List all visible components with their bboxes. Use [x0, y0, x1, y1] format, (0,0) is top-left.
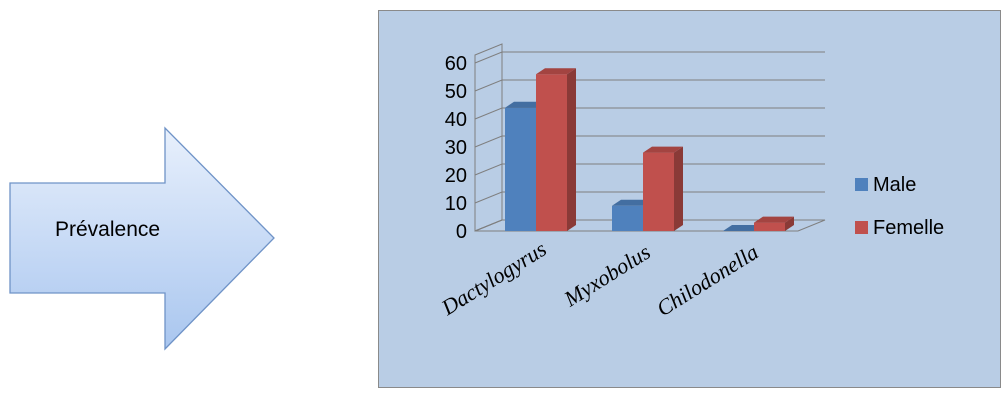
y-tick-label: 50: [445, 81, 467, 103]
bar-femelle-dactylogyrus: [536, 68, 576, 231]
gridlines: [474, 51, 825, 232]
y-tick-label: 30: [445, 137, 467, 159]
gridline: [474, 135, 825, 148]
bar-top: [754, 216, 794, 223]
gridline: [474, 219, 825, 232]
y-tick-label: 60: [445, 53, 467, 75]
bar-top: [505, 101, 545, 108]
legend-label-male: Male: [873, 174, 916, 196]
bar-front: [536, 74, 567, 231]
bar-top: [723, 225, 763, 231]
bar-side: [785, 216, 794, 231]
bar-male-myxobolus: [612, 199, 652, 231]
gridline: [474, 163, 825, 176]
y-axis-ticks: 0 10 20 30 40 50 60: [445, 53, 467, 243]
bar-front: [612, 205, 643, 231]
bar-top: [612, 199, 652, 206]
bar-femelle-myxobolus: [643, 146, 683, 231]
bar-top: [536, 68, 576, 75]
bar-side: [567, 68, 576, 231]
arrow-shape: [9, 126, 275, 351]
gridline: [474, 79, 825, 92]
bar-front: [643, 152, 674, 231]
prevalence-arrow: Prévalence: [0, 0, 300, 392]
bar-femelle-chilodonella: [754, 216, 794, 231]
gridline: [474, 51, 825, 64]
y-tick-label: 0: [456, 221, 467, 243]
gridline: [474, 107, 825, 120]
bar-front: [754, 222, 785, 231]
legend-swatch-male: [855, 178, 868, 191]
bar-front: [505, 107, 536, 231]
chart-background: [378, 10, 1001, 388]
legend: Male Femelle: [855, 174, 944, 239]
bar-male-chilodonella: [723, 225, 763, 231]
y-tick-label: 10: [445, 193, 467, 215]
bars: [505, 68, 794, 231]
legend-label-femelle: Femelle: [873, 217, 944, 239]
legend-swatch-femelle: [855, 221, 868, 234]
arrow-label: Prévalence: [55, 218, 160, 241]
bar-top: [643, 146, 683, 153]
gridline: [474, 191, 825, 204]
chart-panel: 0 10 20 30 40 50 60 Dactylogyrus Myxobolus Chilo…: [378, 10, 1001, 388]
y-tick-label: 20: [445, 165, 467, 187]
bar-side: [674, 146, 683, 231]
y-tick-label: 40: [445, 109, 467, 131]
